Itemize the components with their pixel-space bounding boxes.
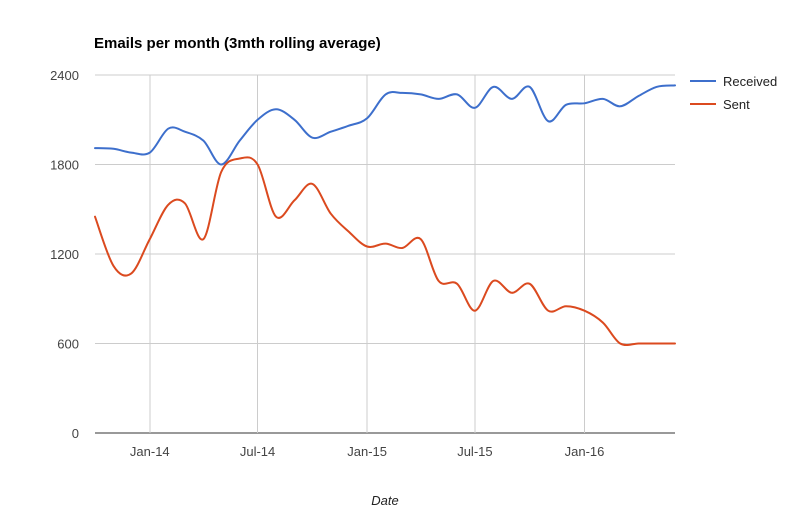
x-tick-label: Jan-15 xyxy=(347,444,387,459)
x-tick-labels: Jan-14 Jul-14 Jan-15 Jul-15 Jan-16 xyxy=(130,444,604,459)
legend: Received Sent xyxy=(690,74,777,112)
legend-label-received: Received xyxy=(723,74,777,89)
y-tick-label: 600 xyxy=(57,337,79,352)
x-tick-label: Jul-15 xyxy=(457,444,492,459)
x-tick-label: Jan-14 xyxy=(130,444,170,459)
legend-label-sent: Sent xyxy=(723,97,750,112)
x-tick-label: Jan-16 xyxy=(565,444,605,459)
series-line-sent xyxy=(94,156,676,347)
y-tick-label: 0 xyxy=(72,426,79,441)
y-tick-label: 1800 xyxy=(50,158,79,173)
x-tick-label: Jul-14 xyxy=(240,444,275,459)
y-tick-label: 2400 xyxy=(50,68,79,83)
gridlines xyxy=(95,74,675,434)
x-axis-title: Date xyxy=(371,493,398,508)
series-line-received xyxy=(94,84,676,166)
chart-title: Emails per month (3mth rolling average) xyxy=(94,35,381,52)
y-tick-label: 1200 xyxy=(50,247,79,262)
y-tick-labels: 0 600 1200 1800 2400 xyxy=(50,68,79,441)
series-lines xyxy=(94,84,676,347)
